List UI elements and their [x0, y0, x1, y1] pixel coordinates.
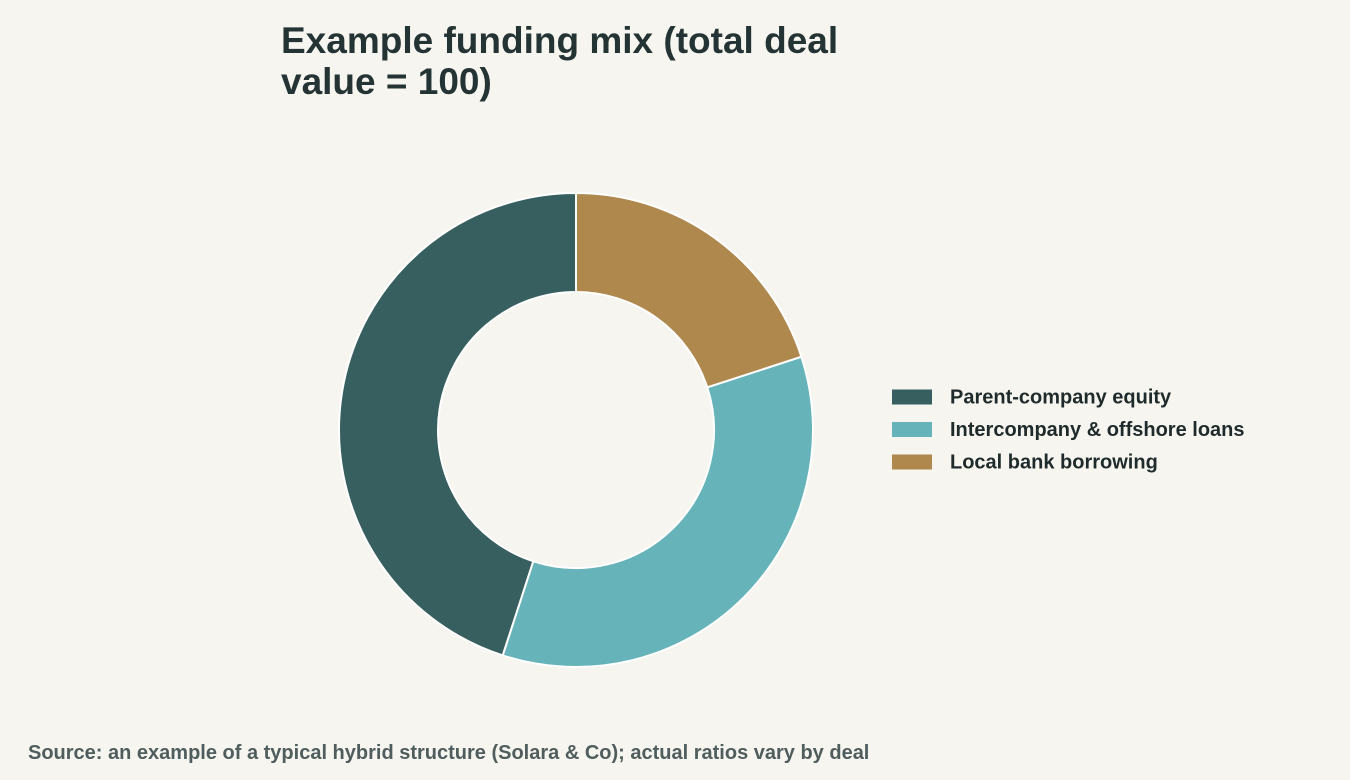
donut-segment	[575, 191, 803, 389]
donut-segment	[501, 355, 814, 668]
legend-swatch	[892, 454, 932, 470]
source-note: Source: an example of a typical hybrid s…	[28, 742, 870, 764]
chart-title: Example funding mix (total deal value = …	[281, 20, 839, 102]
legend-swatch	[892, 422, 932, 437]
legend-label: Intercompany & offshore loans	[950, 419, 1245, 441]
legend-label: Parent-company equity	[950, 386, 1172, 408]
legend-label: Local bank borrowing	[950, 451, 1158, 473]
donut-segment	[338, 191, 577, 657]
legend-swatch	[892, 389, 932, 405]
